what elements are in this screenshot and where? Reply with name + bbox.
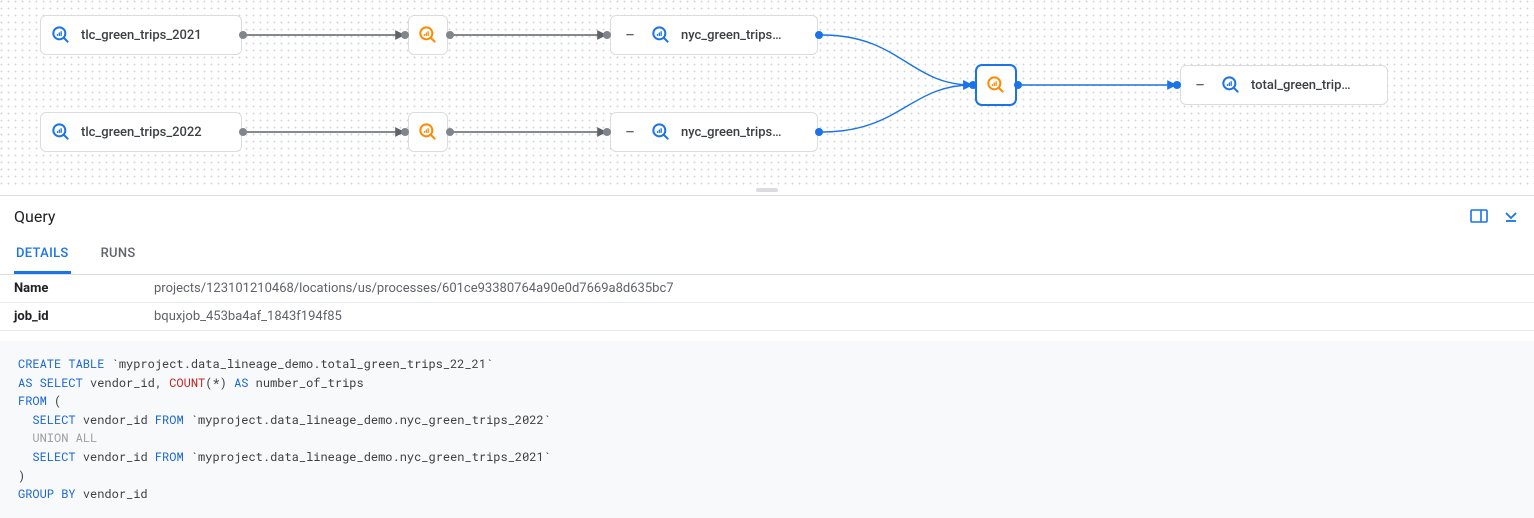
process-icon bbox=[418, 122, 438, 142]
connector-dot bbox=[603, 31, 611, 39]
panel-splitter[interactable] bbox=[0, 185, 1534, 195]
detail-val: bquxjob_453ba4af_1843f194f85 bbox=[140, 303, 1534, 331]
lineage-graph[interactable]: tlc_green_trips_2021 tlc_green_trips_202… bbox=[0, 0, 1534, 185]
bigquery-icon bbox=[51, 122, 71, 142]
sql-preview: CREATE TABLE `myproject.data_lineage_dem… bbox=[0, 341, 1534, 518]
node-label: nyc_green_trips… bbox=[681, 125, 781, 140]
process-icon bbox=[418, 25, 438, 45]
connector-dot bbox=[603, 128, 611, 136]
node-tlc-2022[interactable]: tlc_green_trips_2022 bbox=[40, 112, 242, 152]
panel-tabs: Details Runs bbox=[0, 236, 1534, 275]
node-nyc-2021[interactable]: − nyc_green_trips… bbox=[610, 15, 818, 55]
bigquery-icon bbox=[651, 25, 671, 45]
tab-runs[interactable]: Runs bbox=[99, 236, 138, 274]
panel-title: Query bbox=[14, 207, 55, 226]
connector-dot bbox=[446, 128, 454, 136]
node-label: tlc_green_trips_2021 bbox=[81, 28, 202, 43]
panel-collapse-button[interactable] bbox=[1502, 207, 1520, 225]
process-icon bbox=[986, 75, 1006, 95]
connector-dot bbox=[239, 31, 247, 39]
panel-layout-button[interactable] bbox=[1470, 207, 1488, 225]
connector-dot bbox=[1173, 81, 1181, 89]
expand-toggle[interactable]: − bbox=[1191, 76, 1209, 94]
connector-dot bbox=[815, 128, 823, 136]
bigquery-icon bbox=[51, 25, 71, 45]
connector-dot bbox=[401, 31, 409, 39]
node-label: tlc_green_trips_2022 bbox=[81, 125, 202, 140]
process-node-b[interactable] bbox=[408, 112, 448, 152]
connector-dot bbox=[1014, 81, 1022, 89]
bigquery-icon bbox=[651, 122, 671, 142]
connector-dot bbox=[401, 128, 409, 136]
connector-dot bbox=[239, 128, 247, 136]
connector-dot bbox=[969, 81, 977, 89]
detail-key: Name bbox=[0, 275, 140, 303]
expand-toggle[interactable]: − bbox=[621, 123, 639, 141]
node-label: total_green_trip… bbox=[1251, 78, 1351, 93]
tab-details[interactable]: Details bbox=[14, 236, 71, 274]
connector-dot bbox=[815, 31, 823, 39]
process-node-merge[interactable] bbox=[976, 65, 1016, 105]
process-node-a[interactable] bbox=[408, 15, 448, 55]
details-table: Name projects/123101210468/locations/us/… bbox=[0, 275, 1534, 331]
detail-val: projects/123101210468/locations/us/proce… bbox=[140, 275, 1534, 303]
expand-toggle[interactable]: − bbox=[621, 26, 639, 44]
node-label: nyc_green_trips… bbox=[681, 28, 781, 43]
table-row: job_id bquxjob_453ba4af_1843f194f85 bbox=[0, 303, 1534, 331]
table-row: Name projects/123101210468/locations/us/… bbox=[0, 275, 1534, 303]
detail-key: job_id bbox=[0, 303, 140, 331]
node-total[interactable]: − total_green_trip… bbox=[1180, 65, 1388, 105]
node-nyc-2022[interactable]: − nyc_green_trips… bbox=[610, 112, 818, 152]
bigquery-icon bbox=[1221, 75, 1241, 95]
node-tlc-2021[interactable]: tlc_green_trips_2021 bbox=[40, 15, 242, 55]
connector-dot bbox=[446, 31, 454, 39]
query-panel: Query Details Runs Name projects/1231012… bbox=[0, 195, 1534, 518]
